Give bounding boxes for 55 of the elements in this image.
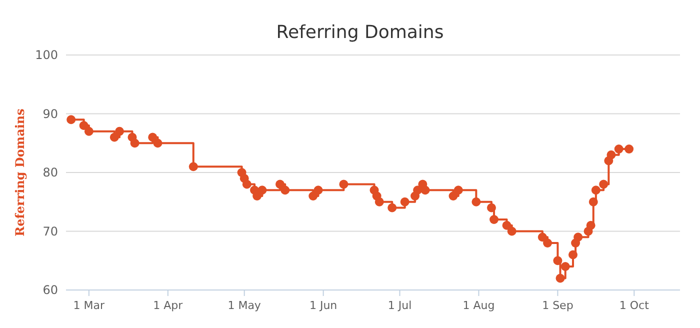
point	[586, 220, 596, 230]
point	[388, 203, 397, 212]
point	[574, 232, 583, 242]
point	[472, 197, 481, 206]
x-tick-label: 1 Mar	[73, 299, 106, 312]
point	[130, 138, 140, 148]
x-tick-label: 1 May	[228, 299, 262, 312]
point	[84, 126, 94, 136]
point	[560, 262, 570, 271]
point	[374, 197, 384, 206]
x-tick-label: 1 Aug	[462, 299, 495, 312]
y-tick-label: 80	[42, 166, 58, 180]
point	[110, 132, 119, 142]
point	[614, 144, 624, 154]
point	[448, 192, 458, 200]
point	[339, 180, 348, 189]
point	[543, 238, 552, 248]
chart-title: Referring Domains	[276, 22, 444, 43]
point	[502, 220, 512, 230]
x-tick-label: 1 Jun	[309, 299, 338, 312]
point	[276, 180, 285, 189]
point	[568, 250, 578, 260]
point	[556, 274, 565, 283]
point	[538, 232, 547, 242]
point	[553, 256, 562, 266]
point	[308, 192, 318, 200]
x-tick-label: 1 Oct	[619, 299, 650, 312]
y-tick-label: 60	[42, 283, 58, 297]
point	[624, 144, 634, 154]
point	[258, 186, 267, 195]
point	[115, 126, 124, 136]
point	[420, 186, 430, 195]
point	[252, 192, 262, 200]
point	[242, 180, 252, 189]
point	[486, 203, 496, 212]
point	[400, 197, 410, 206]
point	[280, 186, 290, 195]
x-tick-label: 1 Apr	[153, 299, 184, 312]
point	[591, 186, 600, 195]
y-tick-label: 70	[42, 224, 58, 238]
y-tick-label: 90	[42, 106, 58, 121]
point	[588, 197, 598, 206]
point	[188, 162, 198, 172]
point	[153, 138, 162, 148]
x-tick-label: 1 Jul	[388, 299, 412, 312]
y-axis-title: Referring Domains	[13, 108, 27, 236]
point	[454, 186, 463, 195]
point	[490, 215, 499, 224]
point	[606, 150, 616, 160]
point	[599, 180, 608, 189]
y-tick-label: 100	[35, 48, 58, 62]
point	[314, 186, 323, 195]
point	[507, 226, 516, 236]
x-tick-label: 1 Sep	[542, 299, 574, 312]
point	[148, 132, 158, 142]
